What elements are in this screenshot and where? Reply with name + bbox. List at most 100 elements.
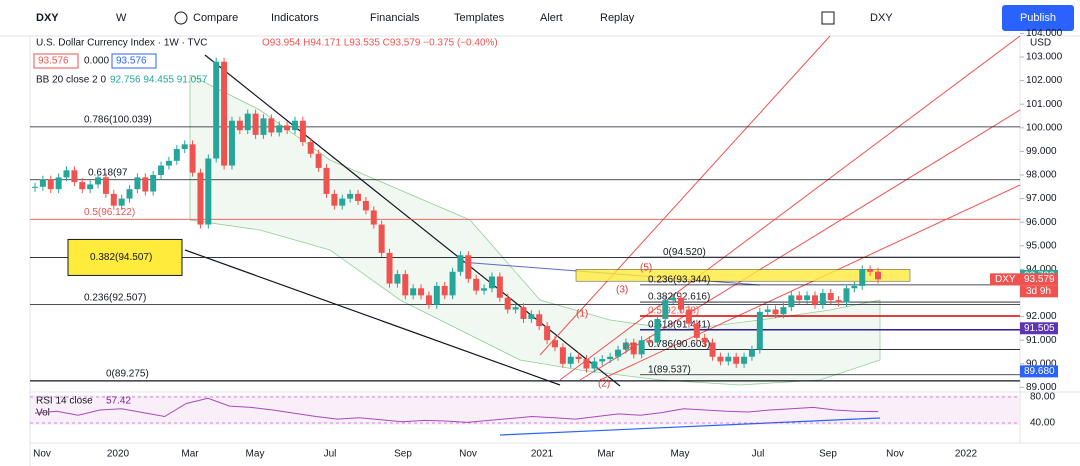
publish-button[interactable]: [1002, 5, 1074, 31]
candle: [615, 349, 622, 357]
interval[interactable]: W: [116, 12, 127, 24]
candle: [418, 288, 425, 296]
candle: [551, 340, 558, 348]
candle: [268, 118, 275, 133]
candle: [733, 356, 740, 364]
fib-right-label: 0.786(90.603): [648, 339, 710, 350]
indicators[interactable]: Indicators: [271, 12, 319, 24]
candle: [307, 141, 314, 154]
wave-label: (4): [624, 342, 636, 353]
candle: [662, 300, 669, 319]
zone: [575, 269, 911, 282]
price-tick-label: 100.000: [1026, 122, 1063, 133]
toolbar: [0, 0, 1080, 36]
candle: [780, 307, 787, 315]
ask-box: [111, 53, 157, 69]
time-label: 2022: [955, 449, 978, 460]
price-tick-label: 96.000: [1026, 217, 1057, 228]
candle: [55, 177, 62, 190]
wave-label: (1): [576, 309, 588, 320]
candle: [875, 271, 881, 280]
candle: [189, 144, 196, 173]
candle: [851, 285, 858, 289]
price-tick-label: 98.000: [1026, 170, 1057, 181]
candle: [441, 285, 448, 296]
replay[interactable]: Replay: [600, 12, 635, 24]
symbol[interactable]: DXY: [36, 12, 59, 24]
candle: [425, 295, 432, 305]
candle: [102, 177, 109, 194]
fib-right-label: 0.236(93.344): [648, 275, 710, 286]
candle: [536, 314, 543, 327]
price-tick-label: 89.000: [1026, 382, 1057, 393]
candle: [370, 210, 377, 225]
tag-label: DXY: [995, 274, 1016, 285]
price-tick-label: 97.000: [1026, 193, 1057, 204]
candle: [47, 179, 54, 190]
bb-values: 92.756 94.455 91.057: [110, 75, 208, 86]
candle: [843, 288, 850, 303]
candle: [197, 172, 204, 225]
candle: [804, 295, 811, 301]
candle: [252, 113, 259, 135]
vol-label: Vol: [36, 408, 50, 419]
templates[interactable]: Templates: [454, 12, 505, 24]
wave-label: (5): [640, 263, 652, 274]
wave-label: (2): [598, 379, 610, 390]
publish-label[interactable]: Publish: [1020, 12, 1056, 24]
candle: [788, 295, 795, 308]
price-badge-label: 93.579: [1024, 274, 1055, 285]
rsi-tick-label: 80.00: [1030, 392, 1055, 403]
fan-line: [599, 184, 1021, 381]
candle: [811, 295, 818, 305]
countdown: 3d 9h: [1026, 286, 1051, 297]
candle: [39, 179, 46, 187]
price-tick-label: 102.000: [1026, 75, 1063, 86]
candle: [87, 184, 94, 190]
candle: [331, 193, 338, 206]
candle: [355, 193, 362, 201]
financials[interactable]: Financials: [370, 12, 420, 24]
time-label: Jul: [324, 449, 337, 460]
time-label: Sep: [394, 449, 412, 460]
candle: [859, 269, 866, 286]
candle: [827, 293, 834, 301]
candle: [701, 337, 708, 343]
candle: [228, 120, 235, 166]
time-label: May: [671, 449, 690, 460]
price-badge: [1020, 322, 1058, 335]
rsi-band: [30, 395, 1020, 425]
candle: [693, 323, 700, 338]
price-tick-label: 90.000: [1026, 358, 1057, 369]
price-badge: [1020, 365, 1058, 378]
candle: [670, 297, 677, 301]
fan-line: [579, 109, 1021, 381]
candle: [213, 61, 220, 159]
candle: [150, 175, 157, 192]
candle: [717, 356, 724, 362]
fib-label: 0.618(97: [88, 167, 128, 178]
legend-ohlc: O93.954 H94.171 L93.535 C93.579 −0.375 (…: [262, 38, 498, 49]
candle: [748, 349, 755, 357]
candle: [71, 170, 78, 183]
candle: [559, 347, 566, 364]
alert[interactable]: Alert: [540, 12, 563, 24]
candle: [622, 342, 629, 350]
candle: [504, 297, 511, 310]
fib-right-label: 1(89.537): [648, 364, 691, 375]
candle: [567, 356, 574, 364]
countdown-box: [1020, 285, 1058, 298]
candle: [646, 340, 653, 343]
bid: 93.576: [38, 56, 69, 67]
time-label: Sep: [819, 449, 837, 460]
symbol-right[interactable]: DXY: [870, 12, 893, 24]
candle: [835, 300, 842, 303]
candle: [583, 359, 590, 369]
bid-box: [33, 53, 79, 69]
candle: [362, 200, 369, 211]
candle: [244, 113, 251, 131]
candle: [449, 271, 456, 296]
price-tick-label: 95.000: [1026, 240, 1057, 251]
compare[interactable]: Compare: [193, 12, 238, 24]
